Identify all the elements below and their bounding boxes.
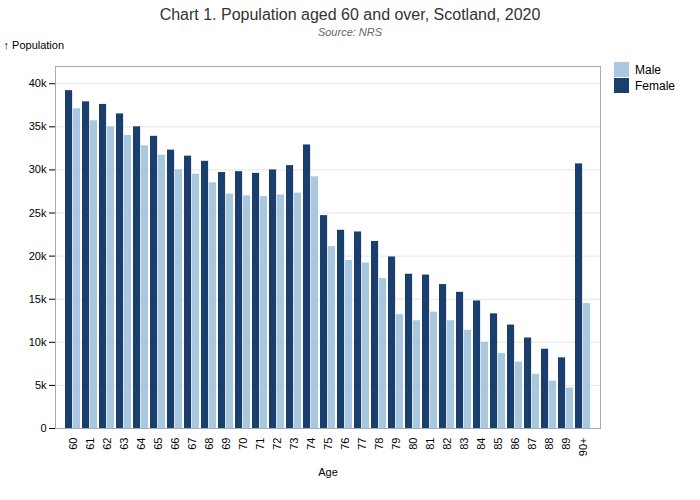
svg-text:60: 60 bbox=[67, 438, 79, 450]
svg-text:73: 73 bbox=[288, 438, 300, 450]
svg-text:75: 75 bbox=[322, 438, 334, 450]
svg-text:84: 84 bbox=[475, 438, 487, 450]
svg-text:61: 61 bbox=[84, 438, 96, 450]
svg-text:86: 86 bbox=[509, 438, 521, 450]
svg-text:35k: 35k bbox=[29, 120, 47, 132]
svg-text:30k: 30k bbox=[29, 163, 47, 175]
svg-text:65: 65 bbox=[152, 438, 164, 450]
svg-text:89: 89 bbox=[560, 438, 572, 450]
svg-text:85: 85 bbox=[492, 438, 504, 450]
svg-text:77: 77 bbox=[356, 438, 368, 450]
svg-text:64: 64 bbox=[135, 438, 147, 450]
svg-text:80: 80 bbox=[407, 438, 419, 450]
svg-text:78: 78 bbox=[373, 438, 385, 450]
svg-text:90+: 90+ bbox=[577, 438, 589, 457]
svg-text:63: 63 bbox=[118, 438, 130, 450]
svg-text:83: 83 bbox=[458, 438, 470, 450]
svg-text:5k: 5k bbox=[35, 379, 47, 391]
svg-text:70: 70 bbox=[237, 438, 249, 450]
svg-text:20k: 20k bbox=[29, 250, 47, 262]
svg-text:88: 88 bbox=[543, 438, 555, 450]
svg-text:69: 69 bbox=[220, 438, 232, 450]
html-text:Chart 1. Population aged 60 an: Chart 1. Population aged 60 and over, Sc… bbox=[159, 6, 541, 23]
svg-text:71: 71 bbox=[254, 438, 266, 450]
svg-text:82: 82 bbox=[441, 438, 453, 450]
svg-text:25k: 25k bbox=[29, 207, 47, 219]
svg-text:62: 62 bbox=[101, 438, 113, 450]
svg-text:Age: Age bbox=[318, 466, 338, 478]
svg-text:72: 72 bbox=[271, 438, 283, 450]
svg-text:76: 76 bbox=[339, 438, 351, 450]
html-text:Female: Female bbox=[635, 78, 675, 93]
svg-text:68: 68 bbox=[203, 438, 215, 450]
svg-text:10k: 10k bbox=[29, 336, 47, 348]
svg-text:66: 66 bbox=[169, 438, 181, 450]
svg-text:↑ Population: ↑ Population bbox=[4, 39, 65, 51]
svg-text:87: 87 bbox=[526, 438, 538, 450]
html-text:Source: NRS: Source: NRS bbox=[317, 26, 383, 38]
svg-text:74: 74 bbox=[305, 438, 317, 450]
svg-text:79: 79 bbox=[390, 438, 402, 450]
svg-text:81: 81 bbox=[424, 438, 436, 450]
html-text:Male: Male bbox=[635, 62, 661, 77]
svg-text:40k: 40k bbox=[29, 77, 47, 89]
svg-text:67: 67 bbox=[186, 438, 198, 450]
svg-text:0: 0 bbox=[40, 422, 46, 434]
svg-text:15k: 15k bbox=[29, 293, 47, 305]
